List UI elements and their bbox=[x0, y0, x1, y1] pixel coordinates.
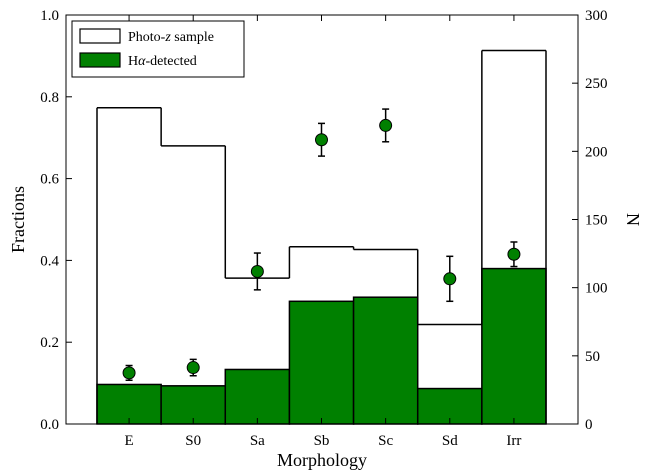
ticks-layer: 0.0 0.2 0.4 0.6 0.8 1.0 0 50 100 150 200 250 300 E S0 S… bbox=[40, 8, 607, 449]
y-left-tick-label: 0.6 bbox=[40, 172, 59, 188]
fraction-point-S0 bbox=[186, 361, 200, 375]
y-right-tick-label: 50 bbox=[585, 349, 600, 365]
bars-layer bbox=[96, 267, 547, 425]
x-tick-label: Irr bbox=[506, 433, 521, 449]
legend-entry-halpha: Hα-detected bbox=[128, 54, 197, 69]
fraction-point-Sb bbox=[315, 133, 328, 147]
legend: Photo-z sample Hα-detected bbox=[71, 20, 245, 78]
x-tick-label: Sc bbox=[378, 433, 393, 449]
x-tick-label: Sa bbox=[250, 433, 265, 449]
x-axis-label: Morphology bbox=[277, 450, 367, 470]
legend-entry-photo-z: Photo-z sample bbox=[128, 30, 214, 45]
photo-z-step-layer bbox=[96, 49, 547, 424]
y-right-tick-label: 0 bbox=[585, 417, 593, 433]
halpha-bar-Sc bbox=[352, 296, 419, 425]
fraction-point-Sa bbox=[250, 264, 264, 278]
y-right-tick-label: 150 bbox=[585, 213, 608, 229]
y-axis-right-label: N bbox=[623, 213, 643, 226]
y-right-tick-label: 250 bbox=[585, 76, 608, 92]
y-left-tick-label: 0.8 bbox=[40, 90, 59, 106]
y-left-tick-label: 1.0 bbox=[40, 8, 59, 24]
y-axis-left-label: Fractions bbox=[8, 186, 28, 253]
y-right-tick-label: 100 bbox=[585, 281, 608, 297]
halpha-bar-Sb bbox=[288, 300, 355, 425]
fraction-points-layer bbox=[122, 108, 521, 381]
legend-swatch-halpha bbox=[79, 52, 121, 68]
halpha-bar-S0 bbox=[160, 385, 227, 425]
y-left-tick-label: 0.4 bbox=[40, 253, 59, 269]
halpha-bar-Irr bbox=[481, 267, 547, 425]
x-tick-label: S0 bbox=[185, 433, 201, 449]
halpha-bar-Sa bbox=[224, 368, 291, 425]
y-left-tick-label: 0.2 bbox=[40, 335, 59, 351]
fraction-point-Sc bbox=[379, 118, 393, 132]
x-tick-label: Sb bbox=[314, 433, 330, 449]
fraction-point-E bbox=[122, 366, 136, 380]
y-left-tick-label: 0.0 bbox=[40, 417, 59, 433]
fraction-point-Sd bbox=[443, 272, 457, 286]
legend-swatch-photo-z bbox=[79, 28, 121, 44]
y-right-tick-label: 300 bbox=[585, 8, 608, 24]
fraction-point-Irr bbox=[507, 247, 521, 261]
x-tick-label: E bbox=[124, 433, 133, 449]
x-tick-label: Sd bbox=[442, 433, 458, 449]
y-right-tick-label: 200 bbox=[585, 144, 608, 160]
